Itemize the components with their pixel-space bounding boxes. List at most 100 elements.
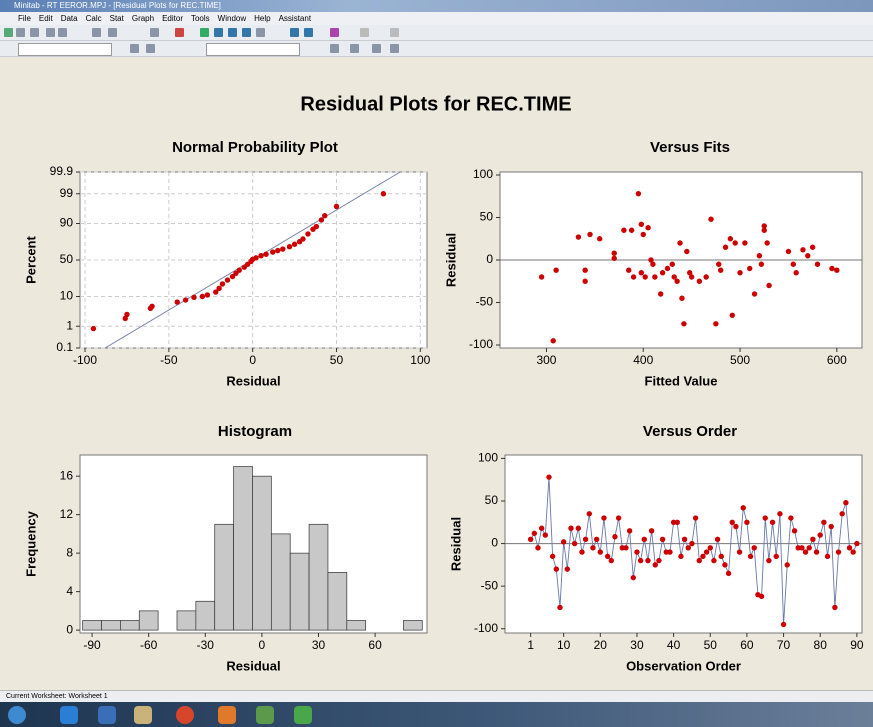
histogram-bar [120, 620, 140, 631]
tool-icon[interactable] [214, 28, 223, 37]
data-point [769, 519, 776, 525]
data-point [635, 190, 642, 197]
y-tick-label: 50 [60, 252, 74, 266]
menu-item[interactable]: Graph [131, 14, 155, 23]
dropdown[interactable] [18, 43, 112, 56]
data-point [553, 267, 559, 273]
menu-item[interactable]: Assistant [278, 14, 312, 23]
data-point [850, 549, 856, 555]
tool-icon[interactable] [228, 28, 237, 37]
data-point [707, 545, 713, 551]
menu-item[interactable]: Edit [38, 14, 53, 23]
title-bar: Minitab - RT EEROR.MPJ - [Residual Plots… [0, 0, 873, 12]
data-point [729, 519, 735, 525]
menu-item[interactable]: Window [217, 14, 247, 23]
x-tick-label: 500 [730, 353, 750, 367]
tool-icon[interactable] [4, 28, 13, 37]
tool-icon[interactable] [30, 28, 39, 37]
taskbar-icon[interactable] [294, 706, 312, 724]
y-tick-label: -50 [476, 295, 494, 309]
window-title: Minitab - RT EEROR.MPJ - [Residual Plots… [14, 1, 221, 10]
tool-icon[interactable] [304, 28, 313, 37]
data-point [531, 530, 538, 537]
tool-icon[interactable] [242, 28, 251, 37]
data-point [802, 549, 809, 555]
histogram-bar [289, 552, 310, 631]
start-button[interactable] [8, 706, 26, 724]
data-point [149, 303, 155, 310]
data-point [575, 234, 582, 240]
data-point [546, 474, 552, 480]
tool-icon[interactable] [330, 28, 339, 37]
x-tick-label: 90 [850, 638, 864, 652]
data-point [689, 540, 695, 547]
data-point [762, 515, 768, 521]
menu-item[interactable]: Help [254, 14, 271, 23]
data-point [667, 549, 673, 555]
x-tick-label: 100 [410, 353, 430, 367]
taskbar-icon[interactable] [134, 706, 152, 724]
tool-icon[interactable] [390, 28, 399, 37]
y-tick-label: 99.9 [50, 164, 74, 178]
tool-icon[interactable] [360, 28, 369, 37]
status-bar: Current Worksheet: Worksheet 1 [0, 690, 873, 702]
tool-icon[interactable] [350, 44, 359, 53]
tool-icon[interactable] [16, 28, 25, 37]
data-point [780, 621, 787, 628]
tool-icon[interactable] [146, 44, 155, 53]
histogram-bar [270, 533, 291, 631]
tool-icon[interactable] [175, 28, 184, 37]
histogram-bar [214, 523, 234, 631]
data-point [560, 539, 567, 545]
taskbar-icon[interactable] [60, 706, 78, 724]
data-point [630, 574, 636, 581]
taskbar-icon[interactable] [218, 706, 236, 724]
tool-icon[interactable] [92, 28, 101, 37]
dropdown[interactable] [206, 43, 300, 56]
data-point [642, 274, 648, 280]
menu-item[interactable]: Calc [85, 14, 102, 23]
data-point [677, 240, 683, 246]
histogram-bar [138, 610, 159, 631]
menu-item[interactable]: Editor [162, 14, 183, 23]
data-point [659, 536, 666, 543]
tool-icon[interactable] [290, 28, 299, 37]
tool-icon[interactable] [200, 28, 209, 37]
tool-icon[interactable] [390, 44, 399, 53]
data-point [688, 274, 695, 280]
tool-icon[interactable] [372, 44, 381, 53]
data-point [828, 523, 834, 530]
tool-icon[interactable] [330, 44, 339, 53]
x-tick-label: 60 [740, 638, 754, 652]
data-point [586, 511, 593, 517]
taskbar-icon[interactable] [176, 706, 194, 724]
tool-icon[interactable] [108, 28, 117, 37]
x-axis-label: Fitted Value [645, 373, 718, 388]
tool-icon[interactable] [130, 44, 139, 53]
taskbar-icon[interactable] [98, 706, 116, 724]
data-point [596, 236, 603, 242]
data-point [582, 536, 589, 543]
data-point [717, 267, 724, 273]
x-tick-label: 30 [312, 638, 326, 652]
data-point [621, 227, 627, 233]
y-tick-label: 10 [60, 289, 74, 303]
tool-icon[interactable] [46, 28, 55, 37]
data-point [527, 536, 534, 543]
data-point [742, 240, 748, 246]
x-tick-label: 1 [527, 638, 534, 652]
menu-item[interactable]: Tools [190, 14, 210, 23]
data-point [839, 511, 845, 517]
taskbar-icon[interactable] [256, 706, 274, 724]
tool-icon[interactable] [256, 28, 265, 37]
data-point [814, 261, 821, 267]
menu-item[interactable]: Data [60, 14, 78, 23]
data-point [333, 203, 340, 210]
tool-icon[interactable] [150, 28, 159, 37]
tool-icon[interactable] [58, 28, 67, 37]
menu-item[interactable]: File [18, 14, 31, 23]
y-tick-label: 100 [478, 451, 498, 465]
x-tick-label: 40 [667, 638, 681, 652]
menu-item[interactable]: Stat [109, 14, 124, 23]
